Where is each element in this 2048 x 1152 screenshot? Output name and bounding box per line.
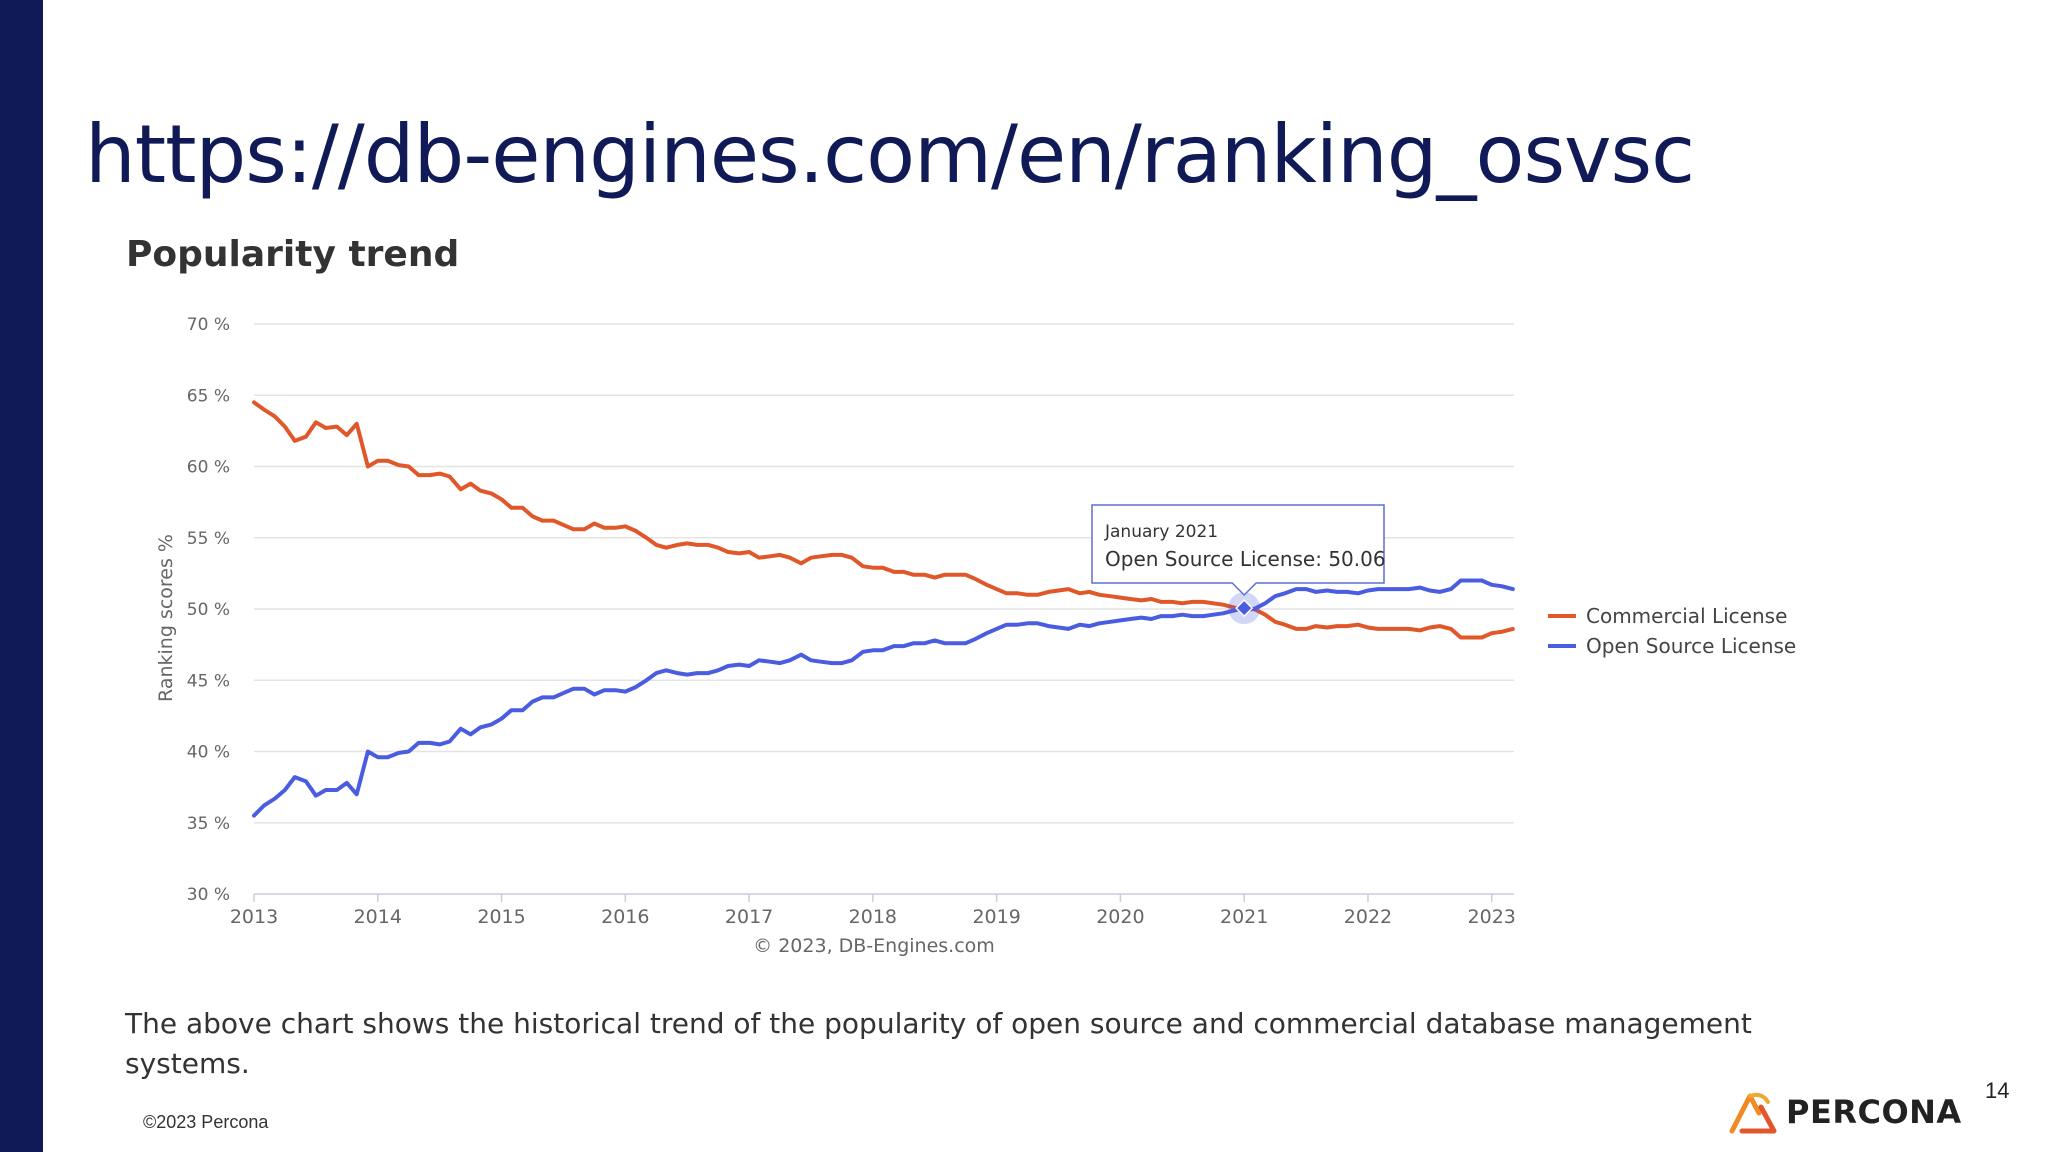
y-axis-label: Ranking scores % (155, 534, 177, 702)
series-line-open-source[interactable] (252, 578, 1515, 818)
x-tick-label: 2013 (230, 906, 278, 928)
series-line-commercial[interactable] (252, 400, 1515, 640)
popularity-trend-chart: 30 % 35 % 40 % 45 % 50 % 55 % 60 % 65 % 70 % 201… (155, 315, 1796, 957)
x-tick-label: 2023 (1468, 906, 1516, 928)
x-tick-label: 2021 (1220, 906, 1268, 928)
y-tick-labels: 30 % 35 % 40 % 45 % 50 % 55 % 60 % 65 % 70 % (187, 315, 230, 905)
hover-marker[interactable] (1235, 599, 1254, 618)
page-number: 14 (1985, 1078, 2010, 1103)
tooltip-date: January 2021 (1104, 522, 1218, 542)
y-tick-label: 40 % (187, 743, 230, 763)
y-tick-label: 45 % (187, 671, 230, 691)
legend-item-label[interactable]: Commercial License (1586, 604, 1787, 628)
x-tick-label: 2018 (849, 906, 897, 928)
grid-lines (254, 323, 1514, 895)
chart-caption: The above chart shows the historical tre… (125, 1007, 1752, 1080)
y-tick-label: 50 % (187, 600, 230, 620)
chart-heading: Popularity trend (126, 234, 460, 275)
percona-logo-text: PERCONA (1786, 1093, 1962, 1131)
x-tick-labels: 2013 2014 2015 2016 2017 2018 2019 2020 2021 2022… (230, 894, 1516, 928)
x-tick-label: 2019 (972, 906, 1020, 928)
y-tick-label: 70 % (187, 315, 230, 335)
x-tick-label: 2015 (477, 906, 525, 928)
x-tick-label: 2020 (1096, 906, 1144, 928)
y-tick-label: 60 % (187, 458, 230, 478)
tooltip-box (1091, 504, 1385, 597)
y-tick-label: 55 % (187, 529, 230, 549)
x-tick-label: 2017 (725, 906, 773, 928)
percona-logo: PERCONA (1728, 1090, 1962, 1134)
y-tick-label: 65 % (187, 386, 230, 406)
x-tick-label: 2014 (354, 906, 402, 928)
chart-credits[interactable]: © 2023, DB-Engines.com (753, 935, 995, 957)
tooltip: January 2021 Open Source License: 50.06 (1091, 504, 1386, 625)
x-tick-label: 2016 (601, 906, 649, 928)
sidebar-accent (0, 0, 43, 1152)
legend: Commercial License Open Source License (1548, 604, 1796, 658)
y-tick-label: 30 % (187, 885, 230, 905)
tooltip-value: Open Source License: 50.06 (1105, 547, 1386, 571)
percona-logo-icon (1729, 1092, 1777, 1134)
legend-item-label[interactable]: Open Source License (1586, 634, 1796, 658)
footer-copyright: ©2023 Percona (143, 1112, 269, 1132)
x-tick-label: 2022 (1344, 906, 1392, 928)
series-lines (252, 400, 1515, 818)
page-title[interactable]: https://db-engines.com/en/ranking_osvsc (85, 108, 1695, 201)
y-tick-label: 35 % (187, 814, 230, 834)
